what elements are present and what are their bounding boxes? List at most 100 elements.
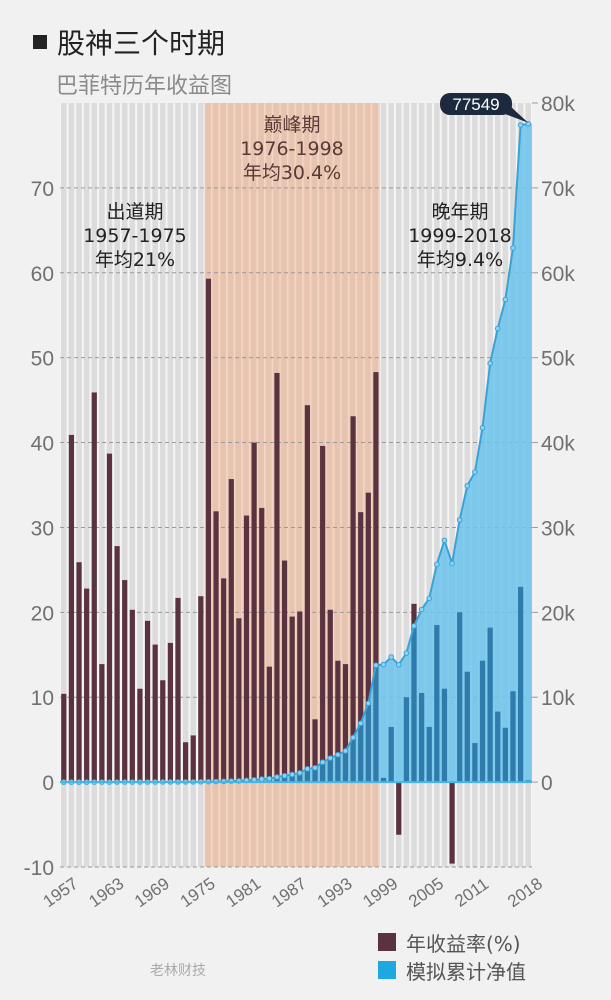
legend-swatch-return (378, 933, 396, 951)
return-bar (266, 666, 272, 783)
return-bar (183, 742, 189, 783)
return-bar (251, 442, 257, 783)
stripe (395, 103, 402, 867)
x-tick-label: 1981 (222, 874, 264, 911)
left-tick-label: 60 (31, 263, 54, 286)
cumulative-point (441, 537, 448, 544)
cumulative-point (281, 772, 288, 779)
peak-stripe (355, 103, 357, 867)
right-tick-label: 50k (541, 348, 575, 371)
cumulative-point (411, 623, 417, 629)
return-bar (373, 372, 379, 783)
return-bar (350, 416, 356, 783)
period-label-avg: 年均30.4% (243, 162, 341, 184)
left-tick-label: 70 (31, 178, 54, 201)
right-tick-label: 80k (541, 93, 575, 116)
stripe (121, 103, 128, 867)
peak-stripe (286, 103, 289, 867)
cumulative-point (487, 360, 493, 367)
return-bar (221, 578, 227, 783)
return-bar (76, 562, 82, 783)
stripe (129, 103, 136, 867)
return-bar (205, 278, 212, 783)
return-bar-in-area (350, 737, 356, 783)
return-bar-in-area (495, 711, 501, 783)
return-bar (274, 372, 280, 783)
cumulative-point (327, 755, 334, 761)
return-bar-in-area (434, 625, 440, 783)
return-bar-in-area (289, 774, 295, 783)
peak-stripe (218, 103, 220, 867)
return-bar (198, 596, 204, 783)
period-label-name: 巅峰期 (263, 114, 320, 136)
stripe (380, 103, 387, 867)
x-tick-label: 1993 (314, 874, 356, 911)
stripe (449, 103, 455, 867)
stripe (114, 103, 120, 867)
cumulative-point (426, 595, 433, 602)
watermark: 老林财技 (150, 963, 206, 979)
x-tick-label: 2011 (451, 874, 492, 911)
left-tick-label: 30 (31, 517, 54, 540)
left-tick-label: 40 (31, 433, 54, 456)
return-bar (281, 560, 288, 783)
peak-stripe (317, 103, 319, 867)
return-bar-in-area (312, 767, 318, 783)
return-bar (236, 618, 242, 783)
legend-label-cumulative: 模拟累计净值 (406, 959, 526, 984)
peak-stripe (294, 103, 296, 867)
x-tick-label: 1969 (131, 874, 173, 911)
return-bar-in-area (327, 758, 333, 783)
return-bar (175, 597, 181, 783)
stripe (182, 103, 189, 867)
stripe (190, 103, 197, 867)
peak-stripe (256, 103, 258, 867)
cumulative-point (464, 482, 471, 489)
return-bar-in-area (388, 726, 394, 783)
return-bar (61, 693, 67, 783)
cumulative-point (342, 748, 349, 754)
return-bar (304, 405, 311, 783)
return-bar-in-area (365, 703, 371, 783)
return-bar (365, 492, 371, 783)
stripe (198, 103, 204, 867)
cumulative-point (365, 700, 372, 707)
return-bar-in-area (358, 723, 364, 783)
return-bar (144, 620, 151, 783)
peak-stripe (378, 103, 380, 867)
return-bar (259, 507, 265, 783)
return-bar-in-area (464, 671, 470, 783)
right-tick-label: 30k (541, 517, 575, 540)
return-bar-in-area (426, 726, 432, 783)
x-tick-label: 1987 (268, 874, 310, 911)
cumulative-point (373, 662, 379, 669)
peak-stripe (210, 103, 213, 867)
cumulative-point (502, 296, 509, 303)
return-bar (320, 445, 326, 783)
cumulative-point (350, 734, 356, 741)
stripe (418, 103, 425, 867)
cumulative-point (456, 517, 463, 523)
x-tick-label: 1963 (85, 874, 127, 911)
chart-title: 股神三个时期 (33, 22, 225, 62)
return-bar (243, 515, 250, 783)
return-bar-in-area (502, 727, 508, 783)
period-label-avg: 年均21% (95, 249, 175, 271)
return-bar (137, 688, 143, 783)
peak-stripe (302, 103, 304, 867)
legend-label-return: 年收益率(%) (406, 931, 521, 956)
cumulative-point (335, 751, 341, 758)
return-bar (99, 664, 105, 783)
return-bar (312, 719, 318, 783)
left-tick-label: 0 (42, 772, 54, 795)
callout-bubble (440, 93, 512, 115)
return-bar-in-area (441, 688, 448, 783)
cumulative-point (449, 560, 455, 567)
x-tick-label: 2018 (504, 874, 546, 911)
return-bar-in-area (320, 762, 326, 783)
cumulative-point (258, 776, 265, 782)
return-bar-in-area (380, 777, 387, 783)
cumulative-point (434, 561, 440, 568)
stripe (159, 103, 166, 867)
return-bar (68, 434, 75, 783)
